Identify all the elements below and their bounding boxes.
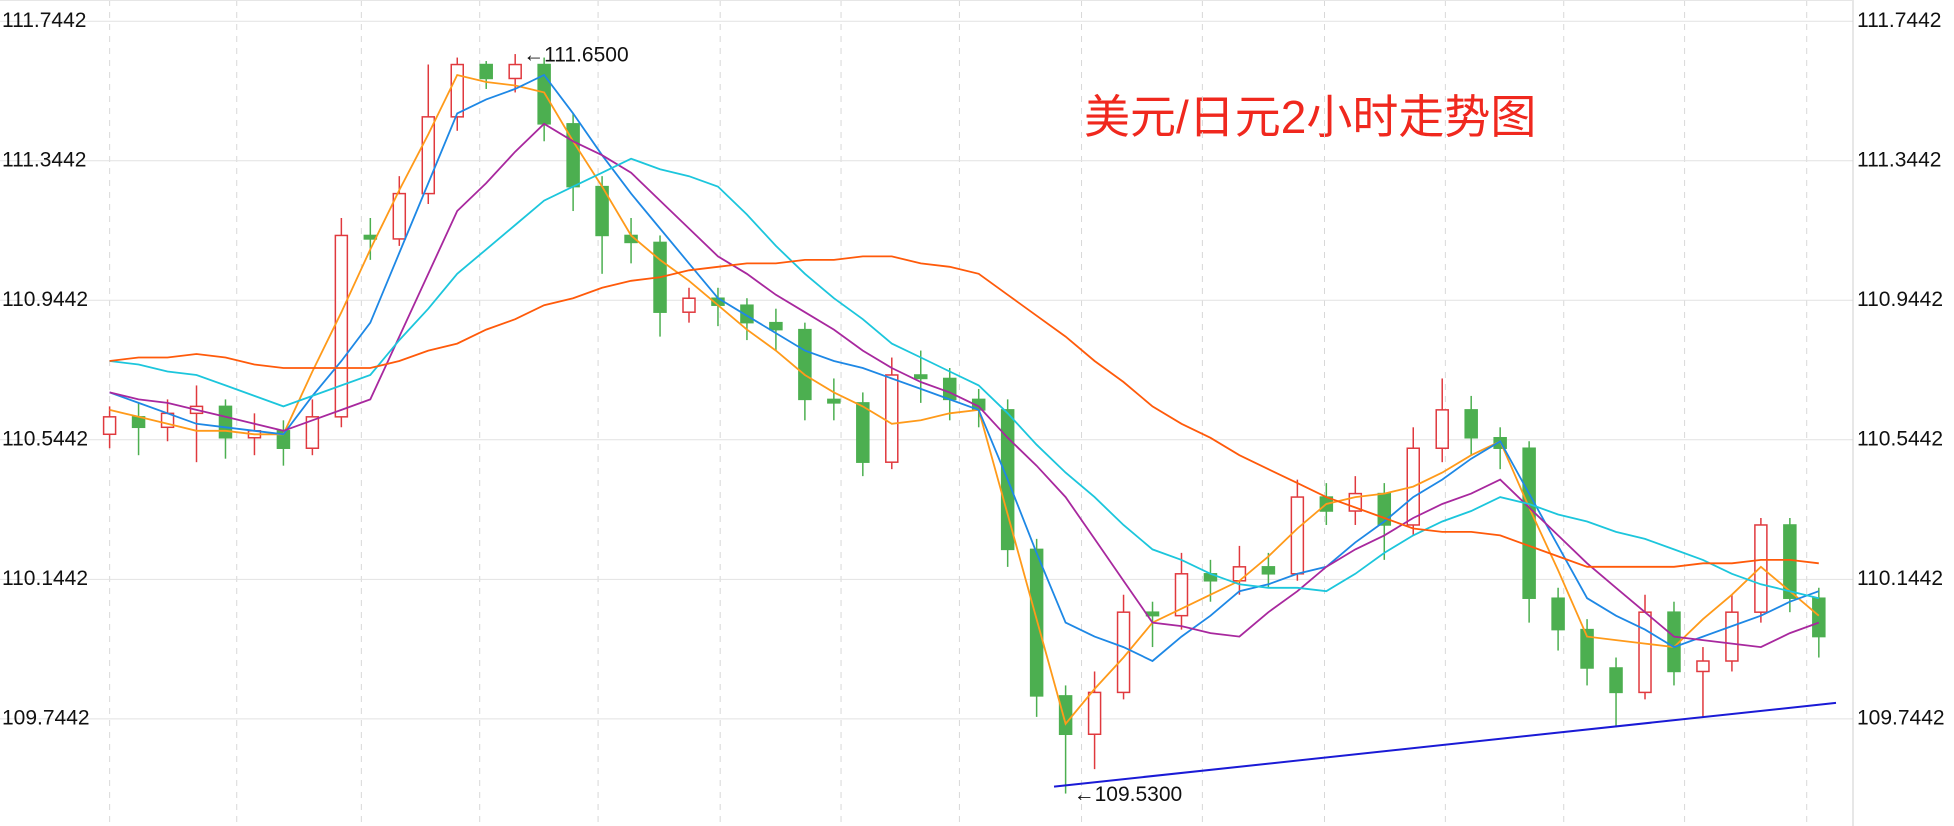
candle-body (1638, 611, 1652, 694)
candle-body (102, 416, 117, 436)
y-tick-label-left: 111.3442 (2, 148, 86, 171)
candle-body (798, 328, 812, 401)
candle-body (769, 321, 783, 331)
ma-line (109, 73, 1820, 663)
candle-body (1174, 573, 1189, 617)
candle-body (1783, 524, 1797, 599)
candle-body (1435, 409, 1449, 449)
candle-body (334, 234, 349, 418)
candle-body (508, 63, 522, 80)
chart-title: 美元/日元2小时走势图 (1084, 91, 1536, 143)
candle-body (1812, 597, 1826, 638)
candle-body (1232, 566, 1247, 582)
candle-body (218, 405, 233, 439)
ma-line (109, 157, 1820, 600)
y-tick-label-left: 110.5442 (2, 427, 88, 450)
ma-line (109, 73, 1820, 726)
grid (0, 0, 1853, 826)
ma-line (109, 255, 1819, 568)
candle-body (363, 234, 378, 240)
y-tick-label-right: 110.5442 (1857, 427, 1943, 450)
candle-body (914, 374, 928, 380)
y-tick-label-right: 109.7442 (1857, 706, 1945, 729)
candle-body (1754, 524, 1768, 613)
candle-body (1116, 611, 1131, 694)
y-tick-label-right: 111.3442 (1857, 148, 1941, 171)
y-tick-label-left: 110.1442 (2, 567, 88, 590)
candle-body (392, 192, 407, 240)
candle-body (1261, 566, 1276, 575)
candle-body (682, 297, 696, 313)
candle-body (827, 398, 841, 404)
y-tick-label-left: 110.9442 (2, 288, 88, 311)
y-tick-label-right: 110.9442 (1857, 288, 1943, 311)
annotation: ←111.6500 (523, 44, 628, 67)
candle-body (1696, 660, 1710, 673)
candle-body (1290, 496, 1305, 575)
candle-body (479, 63, 493, 80)
candle-body (450, 63, 464, 118)
y-tick-label-left: 109.7442 (2, 706, 90, 729)
y-tick-label-right: 111.7442 (1857, 9, 1941, 32)
annotation: ←109.5300 (1074, 783, 1183, 806)
candle-body (305, 416, 320, 449)
candle-body (942, 377, 957, 401)
candle-body (856, 402, 870, 463)
candle-body (1087, 691, 1102, 736)
candle-body (1551, 597, 1565, 631)
candle-body (1580, 628, 1594, 669)
y-tick-label-left: 111.7442 (2, 9, 86, 32)
candle-body (1725, 611, 1739, 662)
candle-body (1609, 667, 1623, 694)
trend-line (1053, 701, 1837, 788)
candle-body (1058, 695, 1073, 736)
candle-body (1464, 409, 1478, 439)
ma-line (109, 122, 1820, 649)
candle-body (1522, 447, 1536, 599)
candle-body (885, 374, 899, 463)
y-tick-label-right: 110.1442 (1857, 567, 1943, 590)
candles (102, 54, 1826, 794)
